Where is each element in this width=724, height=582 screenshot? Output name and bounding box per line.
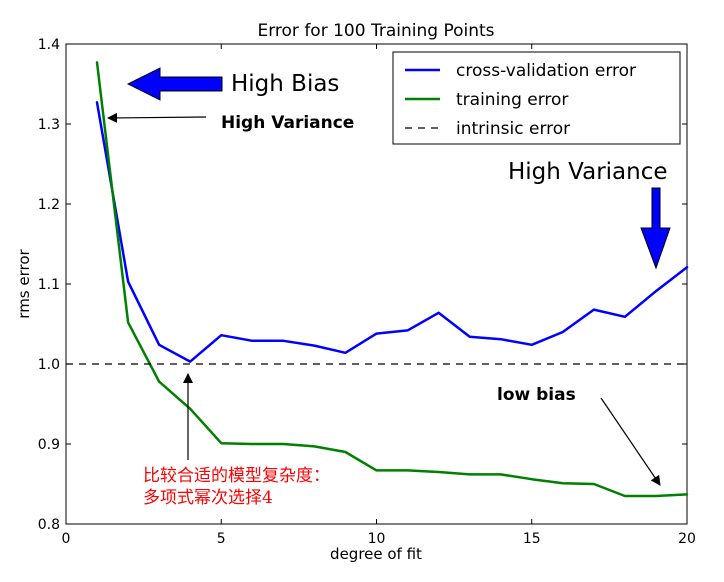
high-variance-right-annotation: High Variance <box>508 159 668 185</box>
high-variance-left-arrow-icon <box>107 112 207 123</box>
x-tick-label: 5 <box>217 531 226 547</box>
legend-label-training: training error <box>456 90 568 110</box>
low-bias-arrow-icon <box>600 397 661 486</box>
y-tick-label: 1.2 <box>38 197 60 213</box>
y-tick-label: 0.9 <box>38 437 60 453</box>
best-complexity-annotation-line2: 多项式幂次选择4 <box>143 488 273 508</box>
best-complexity-annotation-line1: 比较合适的模型复杂度： <box>143 466 330 486</box>
legend-box <box>392 51 681 145</box>
axis-ticks: 0 5 10 15 20 0.8 0.9 1.0 1.1 1.2 1.3 1.4 <box>38 37 696 547</box>
y-axis-title: rms error <box>15 248 33 318</box>
x-axis-title: degree of fit <box>330 545 422 563</box>
high-bias-blue-arrow-icon <box>126 67 223 101</box>
y-tick-label: 1.1 <box>38 277 60 293</box>
cross-validation-error-line <box>95 101 689 363</box>
annotations: High Bias High Variance High Variance lo… <box>107 67 671 508</box>
training-error-line <box>95 61 689 498</box>
legend: cross-validation error training error in… <box>392 51 681 145</box>
high-variance-left-annotation: High Variance <box>221 113 354 133</box>
x-tick-label: 10 <box>368 531 386 547</box>
chart-title: Error for 100 Training Points <box>257 21 494 41</box>
legend-label-cross-validation: cross-validation error <box>456 61 636 81</box>
x-tick-label: 0 <box>62 531 71 547</box>
y-tick-label: 1.4 <box>38 37 60 53</box>
y-tick-label: 1.3 <box>38 117 60 133</box>
x-tick-label: 20 <box>678 531 696 547</box>
y-tick-label: 1.0 <box>38 357 60 373</box>
low-bias-annotation: low bias <box>497 385 576 405</box>
y-tick-label: 0.8 <box>38 517 60 533</box>
series-lines <box>66 61 689 498</box>
legend-label-intrinsic: intrinsic error <box>456 119 570 139</box>
high-variance-right-blue-arrow-icon <box>640 187 671 270</box>
high-bias-annotation: High Bias <box>231 71 339 97</box>
x-tick-label: 15 <box>523 531 541 547</box>
